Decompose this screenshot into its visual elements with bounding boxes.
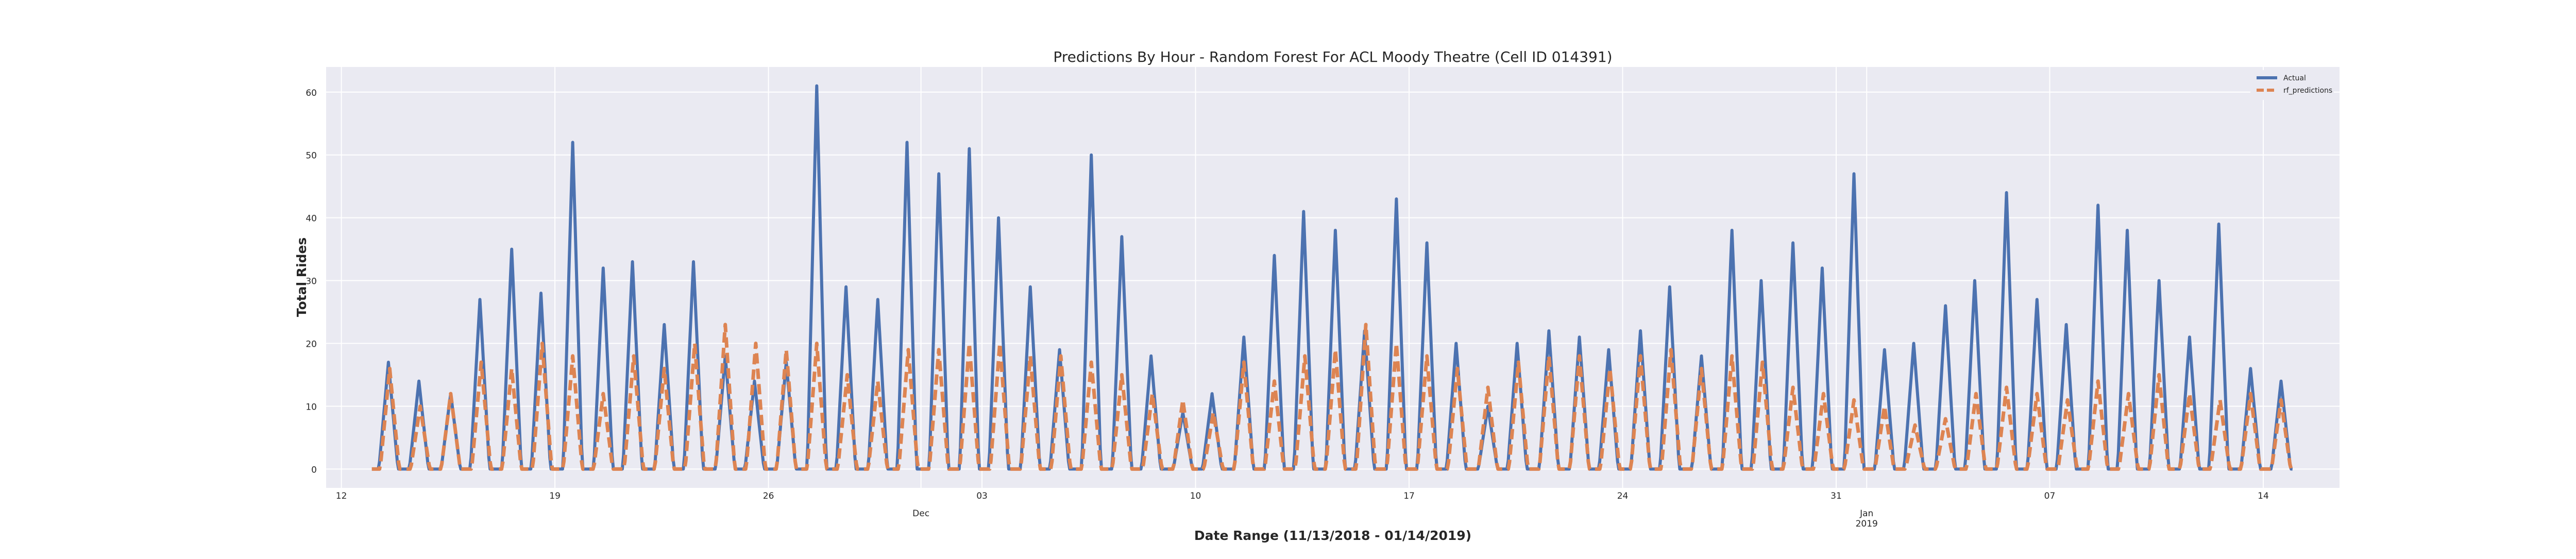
legend-box (2250, 70, 2334, 100)
legend-label-predictions: rf_predictions (2283, 87, 2332, 95)
grid-layer (326, 67, 2340, 488)
series-line-actual (371, 84, 2293, 471)
x-tick-label: 10 (1190, 491, 1201, 501)
y-tick-label: 40 (306, 214, 317, 224)
y-tick-label: 60 (306, 88, 317, 98)
y-tick-label: 50 (306, 151, 317, 161)
x-tick-label: 03 (976, 491, 988, 501)
x-tick-label: 07 (2044, 491, 2056, 501)
y-tick-label: 0 (311, 465, 317, 475)
legend: Actual rf_predictions (2250, 70, 2334, 100)
y-axis-label: Total Rides (294, 238, 309, 317)
series-line-predictions (371, 323, 2293, 471)
x-tick-label: 12 (336, 491, 347, 501)
x-tick-label: 31 (1831, 491, 1842, 501)
legend-label-actual: Actual (2283, 74, 2306, 82)
x-tick-label: 17 (1403, 491, 1415, 501)
y-tick-label: 20 (306, 340, 317, 350)
x-tick-label: 24 (1617, 491, 1629, 501)
x-tick-label: 14 (2258, 491, 2269, 501)
x-tick-sublabel-year: 2019 (1856, 519, 1878, 529)
chart-title: Predictions By Hour - Random Forest For … (1053, 48, 1612, 65)
y-tick-labels: 0 10 20 30 40 50 60 (306, 88, 317, 476)
series-layer (371, 84, 2293, 471)
x-tick-sublabel: Dec (912, 509, 929, 519)
x-tick-sublabel: Jan (1859, 509, 1873, 519)
y-tick-label: 10 (306, 402, 317, 412)
x-tick-label: 19 (549, 491, 561, 501)
y-tick-label: 30 (306, 277, 317, 287)
x-tick-label: 26 (763, 491, 774, 501)
x-axis-label: Date Range (11/13/2018 - 01/14/2019) (1194, 528, 1471, 543)
